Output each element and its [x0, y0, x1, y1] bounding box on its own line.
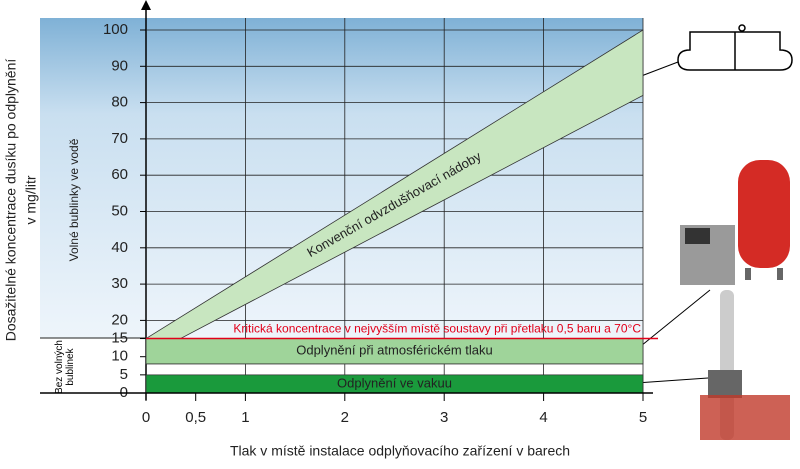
y-label: Dosažitelné koncentrace dusíku po odplyn… — [3, 59, 19, 342]
y-tick-label: 100 — [103, 21, 128, 38]
zone-label: Volné bublinky ve vodě — [67, 138, 81, 261]
y-tick-label: 10 — [111, 348, 128, 365]
y-tick-label: 20 — [111, 311, 128, 328]
y-tick-label: 30 — [111, 275, 128, 292]
x-tick-label: 3 — [440, 409, 448, 426]
axis-arrow — [141, 0, 151, 10]
x-tick-label: 4 — [539, 409, 547, 426]
x-tick-label: 2 — [341, 409, 349, 426]
y-tick-label: 70 — [111, 130, 128, 147]
pointer-line — [635, 377, 709, 384]
zone-label: Bez volných bublinek — [54, 340, 76, 394]
x-tick-label: 0,5 — [185, 409, 206, 426]
zone-box: Bez volných bublinek — [54, 340, 76, 394]
x-tick-label: 1 — [241, 409, 249, 426]
y-tick-label: 60 — [111, 166, 128, 183]
pointer-line — [635, 289, 711, 351]
band-label: Odplynění ve vakuu — [337, 375, 452, 390]
water-background — [40, 18, 643, 338]
y-tick-label: 15 — [111, 330, 128, 347]
y-tick-label: 80 — [111, 94, 128, 111]
y-tick-label: 5 — [120, 366, 128, 383]
tank-icon — [677, 24, 793, 71]
vacuum-unit — [700, 290, 790, 440]
x-tick-label: 0 — [142, 409, 150, 426]
expansion-vessel — [680, 160, 790, 285]
y-tick-label: 50 — [111, 202, 128, 219]
threshold-label: Kritická koncentrace v nejvyšším místě s… — [233, 322, 641, 336]
y-tick-label: 90 — [111, 57, 128, 74]
x-tick-label: 5 — [639, 409, 647, 426]
x-label: Tlak v místě instalace odplyňovacího zař… — [230, 443, 570, 459]
y-label: v mg/litr — [23, 175, 39, 224]
band-label: Odplynění při atmosférickém tlaku — [296, 343, 493, 358]
y-tick-label: 40 — [111, 239, 128, 256]
